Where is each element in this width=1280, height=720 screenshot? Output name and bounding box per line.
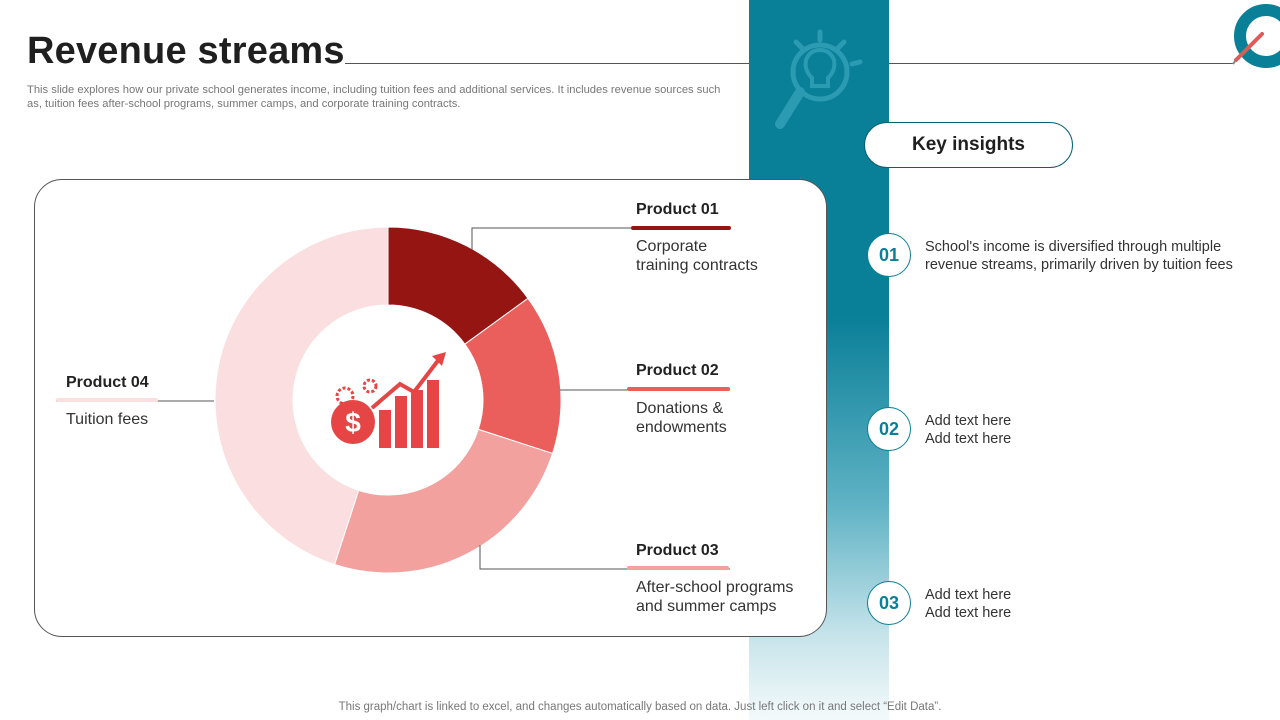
lightbulb-magnifier-icon (770, 28, 866, 141)
donut-slice-product-04[interactable] (214, 226, 389, 566)
footer-note: This graph/chart is linked to excel, and… (338, 701, 942, 713)
insight-text-01: School's income is diversified through m… (925, 239, 1233, 273)
insight-number-01: 01 (867, 233, 911, 277)
product-04-desc: Tuition fees (66, 411, 149, 428)
product-03-title: Product 03 (636, 542, 719, 559)
dollar-growth-chart-icon: $ (331, 352, 446, 448)
insight-number-02: 02 (867, 407, 911, 451)
insight-text-02[interactable]: Add text here Add text here (925, 413, 1012, 447)
title-divider (345, 63, 749, 64)
page-title: Revenue streams (27, 30, 345, 72)
product-04-title: Product 04 (66, 374, 149, 391)
svg-text:$: $ (345, 407, 361, 438)
product-02-desc: Donations & endowments (636, 400, 727, 436)
page-subtitle: This slide explores how our private scho… (27, 84, 721, 110)
product-03-desc: After-school programs and summer camps (636, 579, 794, 615)
product-01-bar (631, 226, 731, 230)
title-divider-right (889, 63, 1234, 64)
pen-icon (1230, 26, 1270, 71)
product-02-title: Product 02 (636, 362, 719, 379)
product-02-bar (627, 387, 730, 391)
product-01-title: Product 01 (636, 201, 719, 218)
insight-number-03: 03 (867, 581, 911, 625)
product-03-bar (627, 566, 729, 570)
product-04-bar (56, 398, 158, 402)
product-01-desc: Corporate training contracts (636, 238, 758, 274)
donut-slice-product-03[interactable] (333, 428, 554, 574)
key-insights-heading: Key insights (864, 122, 1073, 168)
insight-text-03[interactable]: Add text here Add text here (925, 587, 1012, 621)
